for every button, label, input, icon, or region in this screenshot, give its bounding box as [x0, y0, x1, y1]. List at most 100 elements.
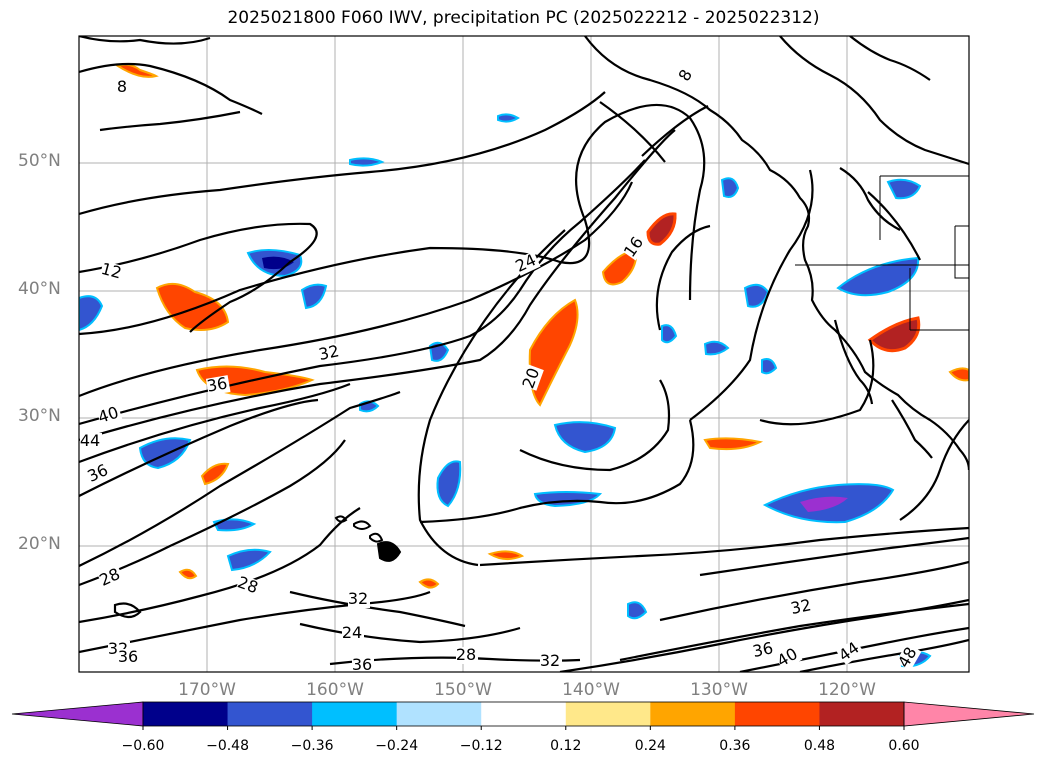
contour-label-bg	[235, 574, 262, 598]
precip-positive-patch	[646, 212, 677, 246]
lon-label: 150°W	[434, 680, 492, 700]
colorbar-extend-max	[903, 701, 1035, 727]
precip-negative-patch	[836, 256, 920, 297]
contour-label: 36	[205, 373, 228, 395]
contour-label-bg	[789, 596, 815, 618]
precip-positive-patch	[601, 248, 638, 286]
precip-positive-patch	[487, 550, 525, 560]
precip-positive-patch	[418, 578, 440, 589]
precip-positive-patch	[528, 298, 579, 407]
colorbar-tick-label: 0.60	[888, 738, 920, 754]
colorbar-tick-label: 0.48	[803, 738, 836, 754]
contour-label-bg	[352, 657, 374, 672]
contour-label: 36	[352, 655, 372, 674]
hawaii-islands	[334, 515, 402, 562]
colorbar-tick-label: −0.24	[375, 738, 419, 754]
contour-label-bg	[540, 653, 562, 670]
lat-label: 40°N	[18, 279, 61, 299]
precip-negative-patch	[553, 421, 617, 454]
map-frame	[78, 35, 970, 673]
contour-label: 28	[96, 564, 122, 590]
contour-label: 24	[512, 250, 538, 276]
colorbar-segment	[819, 702, 905, 726]
precip-positive-patch	[703, 437, 764, 451]
contour-label-bg	[80, 433, 102, 450]
contour-label: 32	[348, 589, 368, 608]
lat-label: 50°N	[18, 151, 61, 171]
precip-negative-patch	[800, 496, 848, 512]
precip-negative-patch	[300, 283, 328, 310]
precip-negative-patch	[497, 113, 520, 123]
gridlines	[79, 36, 969, 672]
precip-negative-patch	[661, 324, 678, 344]
contour-label: 8	[117, 77, 127, 96]
contour-label-bg	[118, 649, 140, 666]
colorbar-tick-label: −0.36	[290, 738, 334, 754]
contour-label-bg	[342, 625, 364, 642]
contour-label-bg	[112, 79, 134, 96]
contour-label-bg	[99, 260, 125, 283]
colorbar-segment	[312, 702, 398, 726]
contour-label-bg	[513, 251, 541, 276]
contour-label-bg	[317, 342, 343, 364]
lat-label: 20°N	[18, 534, 61, 554]
coastlines	[79, 36, 969, 471]
contour-label: 12	[99, 259, 124, 283]
lon-label: 160°W	[306, 680, 364, 700]
lon-label: 120°W	[818, 680, 876, 700]
lon-label: 170°W	[178, 680, 236, 700]
precip-negative-patch	[761, 358, 778, 375]
contour-label-bg	[85, 461, 113, 486]
colorbar-segment	[565, 702, 651, 726]
contour-label-bg	[96, 403, 123, 427]
colorbar-segment	[227, 702, 313, 726]
contour-label-bg	[621, 232, 649, 261]
precip-patches	[79, 63, 969, 668]
colorbar	[11, 701, 1035, 730]
contour-label: 28	[456, 645, 476, 664]
colorbar-tick-label: −0.60	[121, 738, 165, 754]
precip-negative-patch	[212, 518, 257, 532]
contour-label-bg	[673, 61, 700, 89]
lon-label: 140°W	[562, 680, 620, 700]
colorbar-tick-label: 0.24	[634, 738, 666, 754]
precip-negative-patch	[226, 548, 272, 572]
colorbar-segment	[143, 702, 229, 726]
colorbar-tick-label: −0.48	[206, 738, 249, 754]
contour-label-bg	[774, 644, 803, 671]
precip-negative-patch	[886, 178, 922, 200]
colorbar-frame	[142, 701, 905, 727]
colorbar-tick-label: 0.12	[550, 738, 582, 754]
colorbar-segments	[11, 701, 1035, 730]
precip-positive-patch	[948, 367, 969, 382]
lon-label: 130°W	[690, 680, 748, 700]
precip-positive-patch	[178, 568, 198, 580]
precip-negative-patch	[627, 601, 648, 620]
contour-label-bg	[895, 643, 922, 671]
contour-label-bg	[348, 591, 370, 608]
contour-label-bg	[520, 364, 544, 391]
contour-label-bg	[751, 639, 777, 661]
precip-negative-patch	[79, 295, 104, 332]
precip-negative-patch	[720, 177, 740, 198]
precip-positive-patch	[867, 316, 921, 353]
contour-label: 44	[80, 431, 100, 450]
map-title: 2025021800 F060 IWV, precipitation PC (2…	[227, 8, 820, 28]
colorbar-tick-label: −0.12	[459, 738, 503, 754]
contour-label: 32	[317, 341, 341, 364]
contour-label: 32	[540, 651, 560, 670]
colorbar-segment	[650, 702, 736, 726]
colorbar-segment	[734, 702, 820, 726]
contour-label-bg	[97, 565, 125, 590]
colorbar-segment	[481, 702, 567, 726]
colorbar-extend-min	[11, 701, 144, 727]
contour-label-bg	[836, 638, 865, 666]
precip-negative-patch	[703, 340, 730, 356]
precip-negative-patch	[349, 157, 385, 167]
precip-negative-patch	[436, 460, 462, 508]
contour-label: 36	[751, 638, 775, 661]
contour-label: 36	[118, 647, 138, 666]
precip-positive-patch	[200, 462, 230, 486]
contour-label: 40	[774, 644, 801, 671]
